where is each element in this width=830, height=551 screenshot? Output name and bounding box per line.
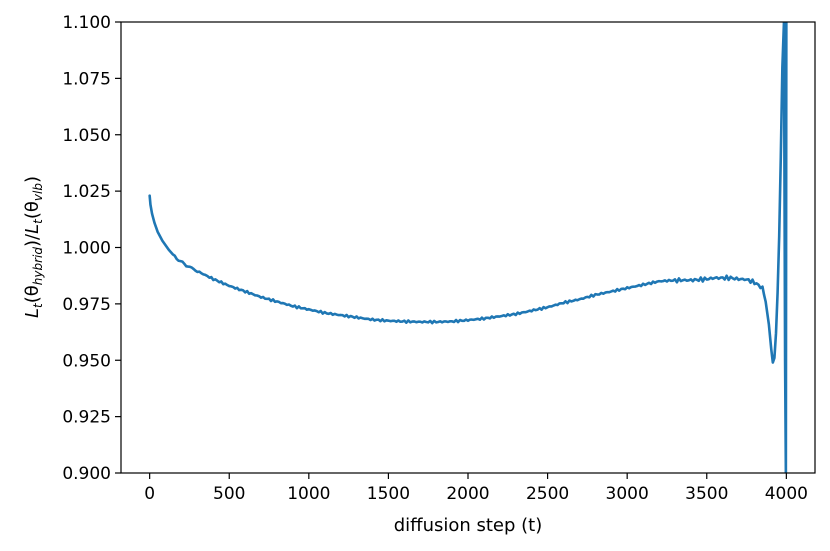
y-label-subscript: t: [31, 302, 45, 308]
x-axis-label: diffusion step (t): [394, 515, 543, 536]
y-label-part: (θ: [22, 285, 43, 303]
y-label-subscript: vlb: [31, 183, 45, 201]
y-label-part: (θ: [22, 201, 43, 219]
x-tick-label: 2000: [446, 484, 489, 504]
x-tick-label: 500: [213, 484, 245, 504]
y-axis-ticks: 0.900 0.925 0.950 0.975 1.000 1.025 1.050 1.075…: [62, 13, 121, 484]
y-tick-label: 0.975: [62, 295, 111, 315]
x-tick-label: 0: [144, 484, 155, 504]
x-tick-label: 2500: [526, 484, 569, 504]
plot-background: [121, 22, 815, 473]
y-axis-label: Lt(θhybrid)/Lt(θvlb): [22, 176, 45, 318]
y-label-part: L: [22, 308, 43, 318]
x-axis-ticks: 0 500 1000 1500 2000 2500 3000 3500 4000: [144, 473, 808, 504]
y-tick-label: 0.925: [62, 408, 111, 428]
y-label-part: ): [22, 176, 43, 183]
y-label-subscript: hybrid: [31, 247, 45, 286]
series-line: [148, 22, 788, 473]
y-tick-label: 1.025: [62, 182, 111, 202]
y-label-part: )/: [22, 233, 43, 247]
x-tick-label: 3500: [685, 484, 728, 504]
y-tick-label: 1.100: [62, 13, 111, 33]
y-tick-label: 1.050: [62, 126, 111, 146]
y-tick-label: 0.950: [62, 351, 111, 371]
x-tick-label: 1000: [287, 484, 330, 504]
y-label-subscript: t: [31, 218, 45, 224]
x-tick-label: 4000: [765, 484, 808, 504]
y-tick-label: 0.900: [62, 464, 111, 484]
y-tick-label: 1.075: [62, 69, 111, 89]
y-label-part: L: [22, 224, 43, 234]
y-tick-label: 1.000: [62, 239, 111, 259]
x-tick-label: 3000: [606, 484, 649, 504]
x-tick-label: 1500: [367, 484, 410, 504]
